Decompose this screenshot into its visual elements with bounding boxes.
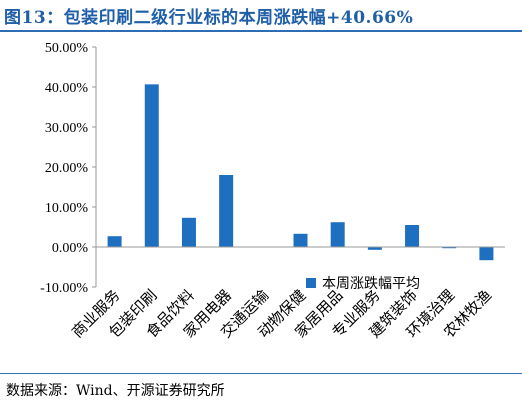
bar[interactable]: [367, 247, 382, 250]
bar[interactable]: [293, 233, 308, 247]
bar[interactable]: [405, 225, 420, 247]
legend[interactable]: 本周涨跌幅平均: [306, 276, 420, 292]
y-tick-label: 20.00%: [45, 161, 89, 176]
bar[interactable]: [330, 222, 345, 247]
legend-label: 本周涨跌幅平均: [322, 276, 420, 292]
source-note: 数据来源：Wind、开源证券研究所: [6, 383, 225, 399]
bar-chart: -10.00% 0.00% 10.00% 20.00% 30.00% 40.00% 50.0…: [40, 41, 505, 341]
bar[interactable]: [181, 217, 196, 247]
y-tick-label: -10.00%: [40, 281, 88, 296]
category-labels: 商业服务包装印刷食品饮料家用电器交通运输动物保健家居用品专业服务建筑装饰环境治理…: [68, 286, 495, 341]
bar[interactable]: [442, 247, 457, 249]
bar[interactable]: [144, 84, 159, 247]
title-divider: [0, 30, 522, 32]
y-tick-label: 30.00%: [45, 121, 89, 136]
bar[interactable]: [219, 175, 234, 247]
bar[interactable]: [479, 247, 494, 261]
chart-title: 图13：包装印刷二级行业标的本周涨跌幅+40.66%: [4, 8, 414, 28]
y-tick-label: 50.00%: [45, 41, 89, 56]
y-axis-ticks: -10.00% 0.00% 10.00% 20.00% 30.00% 40.00% 50.0…: [40, 41, 97, 296]
y-tick-label: 40.00%: [45, 81, 89, 96]
y-tick-label: 0.00%: [52, 241, 89, 256]
bars: [107, 84, 494, 261]
bar[interactable]: [107, 236, 122, 247]
source-divider: [0, 373, 522, 374]
legend-swatch: [306, 278, 316, 288]
y-tick-label: 10.00%: [45, 201, 89, 216]
